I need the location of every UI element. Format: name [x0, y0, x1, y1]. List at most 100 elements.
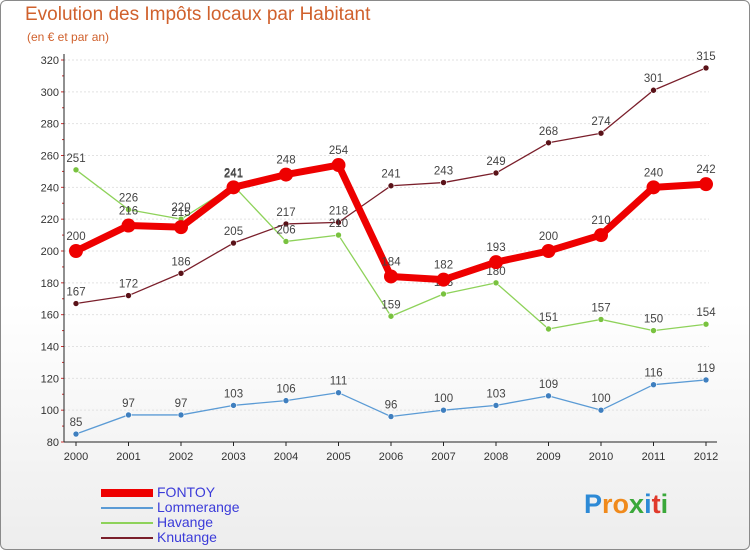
data-label: 97 — [175, 398, 188, 410]
data-label: 180 — [486, 266, 505, 278]
data-point — [545, 325, 552, 333]
data-point — [594, 228, 608, 243]
data-label: 268 — [539, 126, 558, 138]
data-label: 241 — [381, 169, 400, 181]
data-point — [440, 406, 447, 414]
data-label: 151 — [539, 312, 558, 324]
data-label: 216 — [119, 206, 138, 218]
data-point — [331, 158, 346, 173]
data-label: 186 — [171, 256, 190, 268]
data-point — [702, 64, 710, 72]
y-tick-label: 260 — [41, 151, 59, 163]
data-point — [702, 376, 710, 384]
y-tick-label: 100 — [41, 405, 59, 417]
data-label: 106 — [276, 384, 295, 396]
legend-label: Knutange — [157, 529, 217, 545]
data-label: 206 — [276, 224, 295, 236]
data-label: 315 — [696, 51, 715, 63]
logo-letter: t — [651, 489, 661, 519]
data-point — [174, 220, 188, 235]
data-point — [282, 238, 290, 245]
data-label: 241 — [224, 169, 243, 181]
data-label: 218 — [329, 205, 348, 217]
data-label: 184 — [381, 256, 401, 268]
data-label: 274 — [591, 116, 611, 128]
data-point — [492, 279, 500, 287]
x-tick-label: 2001 — [116, 451, 140, 463]
data-label: 217 — [276, 207, 295, 219]
data-point — [646, 180, 661, 195]
data-point — [545, 139, 552, 147]
x-tick-label: 2000 — [64, 451, 88, 463]
data-point — [282, 220, 290, 228]
data-label: 109 — [539, 379, 558, 391]
data-label: 220 — [171, 202, 190, 214]
data-point — [387, 312, 395, 320]
logo-letter: i — [644, 489, 652, 519]
data-label: 97 — [122, 398, 135, 410]
x-tick-label: 2011 — [642, 451, 666, 463]
data-label: 210 — [329, 218, 348, 230]
logo-letter: P — [584, 489, 603, 519]
x-tick-label: 2008 — [484, 451, 508, 463]
data-point — [125, 411, 132, 419]
data-label: 172 — [119, 279, 138, 291]
data-point — [230, 239, 237, 247]
data-label: 205 — [224, 226, 243, 238]
data-point — [436, 272, 451, 287]
data-point — [650, 86, 657, 94]
data-point — [72, 300, 80, 307]
data-label: 103 — [224, 388, 243, 400]
data-label: 240 — [644, 167, 663, 179]
data-label: 254 — [329, 145, 349, 157]
chart-title: Evolution des Impôts locaux par Habitant — [25, 4, 371, 25]
data-label: 159 — [381, 299, 400, 311]
data-label: 111 — [330, 376, 347, 388]
data-label: 157 — [591, 302, 610, 314]
legend-label: Lommerange — [157, 499, 240, 515]
data-point — [650, 381, 657, 389]
data-label: 150 — [644, 314, 663, 326]
logo-letter: x — [629, 489, 645, 519]
x-tick-label: 2010 — [589, 451, 613, 463]
x-tick-label: 2005 — [326, 451, 350, 463]
data-point — [545, 392, 552, 400]
legend-swatch — [101, 522, 153, 524]
data-point — [69, 244, 83, 258]
y-tick-label: 180 — [41, 278, 59, 290]
data-point — [177, 411, 185, 419]
data-point — [492, 402, 500, 409]
data-point — [384, 269, 398, 284]
legend-swatch — [101, 489, 153, 497]
data-label: 154 — [696, 307, 716, 319]
y-tick-label: 280 — [41, 119, 59, 131]
data-point — [282, 397, 290, 404]
data-point — [440, 179, 447, 186]
data-point — [72, 166, 80, 174]
x-tick-label: 2009 — [536, 451, 560, 463]
data-label: 96 — [385, 400, 398, 412]
data-label: 100 — [434, 393, 453, 405]
y-tick-label: 220 — [41, 214, 59, 226]
data-point — [492, 169, 500, 177]
data-point — [335, 219, 342, 226]
data-point — [387, 182, 395, 190]
data-point — [541, 244, 556, 258]
data-point — [177, 269, 185, 277]
data-point — [121, 218, 136, 233]
data-label: 248 — [276, 155, 295, 167]
data-point — [597, 316, 605, 323]
x-tick-label: 2006 — [379, 451, 403, 463]
logo-letter: r — [602, 489, 613, 519]
data-label: 215 — [171, 207, 190, 219]
data-label: 251 — [66, 153, 85, 165]
data-label: 167 — [66, 287, 85, 299]
legend-swatch — [101, 537, 153, 539]
data-label: 119 — [697, 363, 715, 375]
data-point — [125, 292, 132, 299]
x-tick-label: 2012 — [694, 451, 718, 463]
data-point — [597, 129, 605, 137]
x-tick-label: 2003 — [221, 451, 245, 463]
data-label: 85 — [70, 417, 83, 429]
legend-swatch — [101, 507, 153, 509]
